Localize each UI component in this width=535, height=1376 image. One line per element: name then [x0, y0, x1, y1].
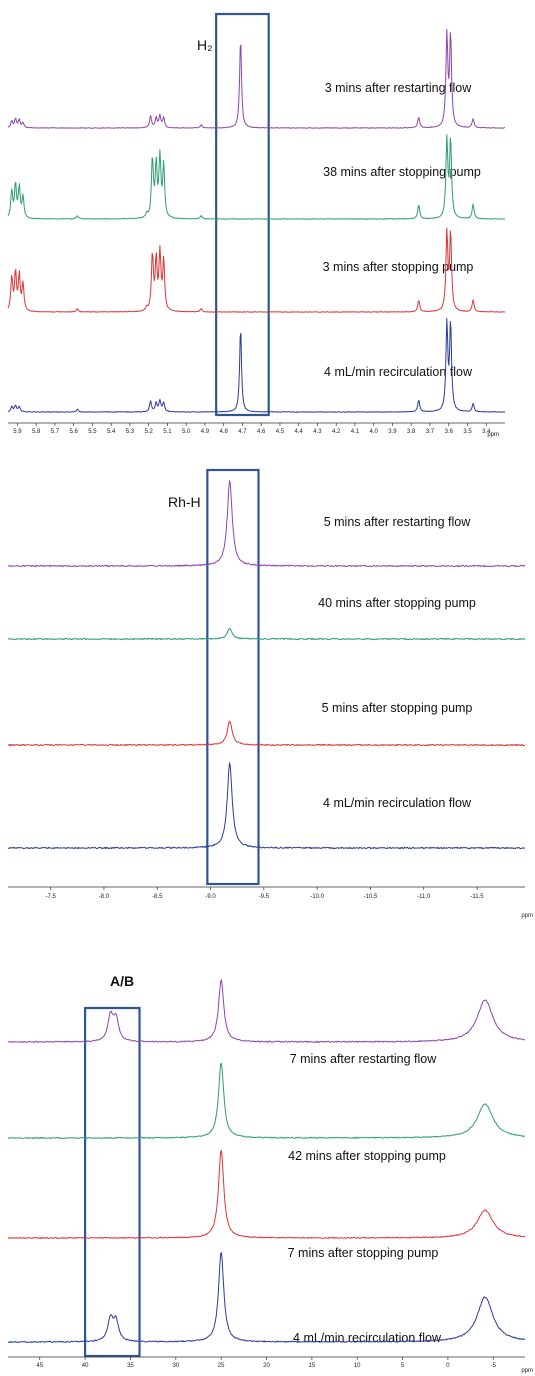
ab-spectrum-panel: A/B 7 mins after restarting flow 42 mins…: [7, 973, 533, 1374]
x-tick-label: -8.0: [99, 894, 110, 900]
panel-title: A/B: [110, 973, 134, 989]
x-tick-label: 3.6: [445, 429, 454, 435]
x-tick-label: 4.3: [313, 429, 322, 435]
x-tick-label: 4.0: [370, 429, 379, 435]
x-tick-label: 40: [82, 1363, 89, 1369]
x-tick-label: 3.9: [388, 429, 397, 435]
x-tick-label: 10: [354, 1363, 361, 1369]
x-tick-label: 5.0: [182, 429, 191, 435]
trace-label: 7 mins after stopping pump: [288, 1246, 439, 1260]
x-tick-label: -9.5: [259, 894, 270, 900]
x-tick-label: 5.8: [32, 429, 41, 435]
trace-label: 7 mins after restarting flow: [290, 1052, 438, 1066]
spectrum-trace: [7, 480, 526, 568]
x-tick-label: 0: [446, 1363, 450, 1369]
x-tick-label: 15: [309, 1363, 316, 1369]
x-tick-label: 5.3: [126, 429, 135, 435]
spectrum-trace: [7, 134, 506, 220]
x-tick-label: -11.0: [417, 894, 431, 900]
x-tick-label: -9.0: [205, 894, 216, 900]
x-tick-label: 5.5: [88, 429, 97, 435]
x-tick-label: -10.5: [364, 894, 378, 900]
x-tick-label: -11.5: [470, 894, 484, 900]
x-tick-label: 3.8: [407, 429, 416, 435]
x-tick-label: 4.2: [332, 429, 341, 435]
trace-label: 42 mins after stopping pump: [288, 1149, 446, 1163]
x-tick-label: 5.9: [13, 429, 22, 435]
trace-label: 5 mins after restarting flow: [324, 515, 472, 529]
spectrum-trace: [7, 762, 525, 850]
x-tick-label: 5.4: [107, 429, 116, 435]
panel-title: Rh-H: [168, 494, 201, 510]
x-tick-label: 4.4: [295, 429, 304, 435]
x-tick-label: -7.5: [45, 894, 56, 900]
rh-h-spectrum-panel: Rh-H 5 mins after restarting flow 40 min…: [7, 468, 533, 919]
spectrum-trace: [7, 28, 505, 129]
x-tick-label: 25: [218, 1363, 225, 1369]
highlight-box: [83, 1006, 141, 1358]
x-tick-label: 4.9: [201, 429, 210, 435]
trace-label: 38 mins after stopping pump: [323, 165, 481, 179]
x-tick-label: 3.7: [426, 429, 435, 435]
x-tick-label: 45: [36, 1363, 43, 1369]
x-tick-label: 5.6: [69, 429, 78, 435]
x-tick-label: 4.5: [276, 429, 285, 435]
spectrum-trace: [7, 1062, 526, 1139]
x-tick-label: -10.0: [310, 894, 324, 900]
spectrum-trace: [7, 1149, 526, 1239]
highlight-box: [206, 468, 260, 886]
x-tick-label: 4.6: [257, 429, 266, 435]
x-tick-label: 5.7: [51, 429, 60, 435]
x-tick-label: 5.2: [144, 429, 153, 435]
x-tick-label: 4.8: [220, 429, 229, 435]
axis-unit-label: ppm: [521, 1368, 533, 1374]
x-tick-label: 35: [127, 1363, 134, 1369]
panel-title: H₂: [197, 37, 213, 53]
x-tick-label: 3.4: [482, 429, 491, 435]
spectrum-trace: [7, 317, 505, 413]
x-tick-label: -8.5: [152, 894, 163, 900]
trace-label: 40 mins after stopping pump: [318, 596, 476, 610]
trace-label: 4 mL/min recirculation flow: [323, 796, 472, 810]
trace-label: 3 mins after restarting flow: [325, 81, 473, 95]
spectrum-trace: [7, 720, 526, 747]
trace-label: 3 mins after stopping pump: [323, 260, 474, 274]
spectrum-trace: [7, 628, 526, 641]
trace-label: 5 mins after stopping pump: [322, 701, 473, 715]
axis-unit-label: ppm: [487, 432, 499, 438]
axis-unit-label: ppm: [521, 913, 533, 919]
spectrum-trace: [7, 979, 525, 1043]
spectrum-trace: [7, 1252, 526, 1343]
x-tick-label: 4.7: [238, 429, 247, 435]
x-tick-label: 5: [401, 1363, 405, 1369]
x-tick-label: 4.1: [351, 429, 360, 435]
spectrum-trace: [7, 227, 506, 313]
x-tick-label: 3.5: [463, 429, 472, 435]
trace-label: 4 mL/min recirculation flow: [293, 1331, 442, 1345]
trace-label: 4 mL/min recirculation flow: [324, 365, 473, 379]
highlight-box: [215, 12, 270, 417]
x-tick-label: 30: [172, 1363, 179, 1369]
x-tick-label: 20: [263, 1363, 270, 1369]
h2-spectrum-panel: H₂ 3 mins after restarting flow 38 mins …: [7, 12, 506, 438]
x-tick-label: 5.1: [163, 429, 172, 435]
x-tick-label: -5: [491, 1363, 497, 1369]
